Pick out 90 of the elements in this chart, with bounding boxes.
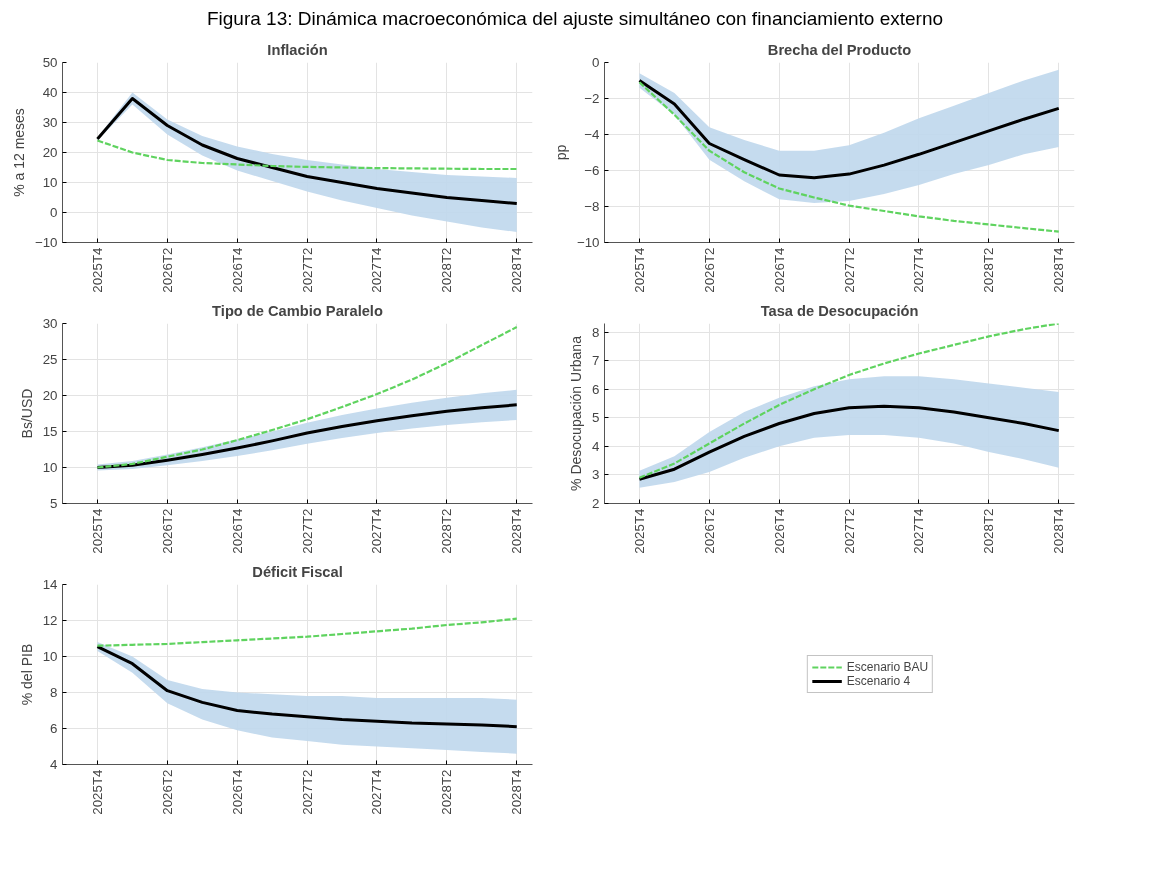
legend-label: Escenario 4	[846, 674, 911, 688]
y-tick-label: 10	[42, 175, 58, 190]
y-tick-label: −4	[584, 127, 601, 142]
x-tick-label: 2028T2	[439, 508, 455, 554]
y-tick-label: 4	[592, 438, 601, 454]
y-tick-label: 8	[592, 324, 600, 340]
x-tick-label: 2028T2	[439, 769, 455, 815]
line-series	[95, 403, 519, 469]
y-tick-label: 7	[592, 353, 600, 369]
y-tick-label: 8	[50, 685, 58, 700]
y-tick-label: −8	[584, 199, 600, 214]
y-axis-title: % Desocupación Urbana	[568, 335, 585, 491]
x-tick-label: 2027T2	[299, 247, 315, 293]
y-tick-label: 14	[42, 577, 59, 592]
y-tick-label: 2	[592, 496, 600, 511]
x-tick-label: 2028T4	[509, 246, 525, 293]
x-tick-label: 2027T2	[299, 508, 315, 554]
x-tick-label: 2028T4	[509, 507, 525, 554]
line-series	[96, 139, 518, 171]
y-tick-label: −10	[34, 235, 58, 250]
line-series	[96, 326, 518, 469]
x-tick-label: 2028T4	[1051, 246, 1067, 293]
x-tick-label: 2028T2	[981, 508, 997, 554]
x-tick-label: 2028T2	[981, 247, 997, 293]
y-axis-title: % del PIB	[18, 643, 35, 706]
y-tick-label: 20	[42, 388, 58, 403]
line-series	[95, 645, 519, 729]
chart-title: Tasa de Desocupación	[760, 302, 919, 319]
y-axis-title: % a 12 meses	[10, 108, 27, 197]
x-tick-label: 2026T2	[701, 508, 717, 554]
line-series	[638, 323, 1060, 479]
x-tick-label: 2027T4	[369, 768, 385, 815]
text: Figura 13: Dinámica macroeconómica del ajuste simultáneo con financiamiento externo	[206, 7, 944, 31]
x-tick-label: 2025T4	[89, 246, 105, 293]
x-tick-label: 2027T4	[911, 246, 927, 293]
y-tick-label: 40	[42, 85, 58, 100]
x-tick-label: 2026T4	[229, 768, 245, 815]
y-tick-label: 12	[42, 613, 58, 628]
x-tick-label: 2026T2	[159, 247, 175, 293]
y-tick-label: 25	[42, 352, 58, 367]
y-axis-title: Bs/USD	[18, 388, 35, 439]
chart-title: Brecha del Producto	[767, 41, 912, 58]
y-axis-title: pp	[552, 144, 569, 161]
y-tick-label: 5	[592, 410, 600, 426]
y-tick-label: 10	[42, 460, 58, 475]
y-tick-label: 20	[42, 145, 58, 160]
x-tick-label: 2028T4	[509, 768, 525, 815]
y-tick-label: 0	[50, 205, 58, 220]
line-series	[96, 617, 518, 647]
line-series	[637, 404, 1061, 481]
x-tick-label: 2026T4	[229, 507, 245, 554]
x-tick-label: 2026T2	[701, 247, 717, 293]
y-tick-label: 15	[42, 424, 58, 439]
x-tick-label: 2025T4	[631, 507, 647, 554]
x-tick-label: 2027T2	[841, 508, 857, 554]
y-tick-label: 10	[42, 649, 58, 664]
y-tick-label: −2	[584, 91, 600, 106]
y-tick-label: 4	[50, 757, 59, 772]
y-tick-label: 30	[42, 316, 58, 331]
y-tick-label: 30	[42, 115, 58, 130]
y-tick-label: 6	[592, 381, 600, 397]
x-tick-label: 2025T4	[89, 507, 105, 554]
line-series	[638, 81, 1060, 233]
y-tick-label: 0	[592, 55, 600, 70]
chart-title: Déficit Fiscal	[252, 563, 343, 580]
x-tick-label: 2026T4	[229, 246, 245, 293]
x-tick-label: 2025T4	[89, 768, 105, 815]
y-tick-label: −6	[584, 163, 600, 178]
y-tick-label: 6	[50, 721, 58, 736]
x-tick-label: 2026T2	[159, 769, 175, 815]
x-tick-label: 2027T4	[911, 507, 927, 554]
legend-label: Escenario BAU	[846, 660, 929, 674]
x-tick-label: 2026T2	[159, 508, 175, 554]
x-tick-label: 2027T2	[299, 769, 315, 815]
line-series	[637, 79, 1061, 180]
x-tick-label: 2025T4	[631, 246, 647, 293]
y-tick-label: 50	[42, 55, 58, 70]
x-tick-label: 2026T4	[771, 246, 787, 293]
x-tick-label: 2028T4	[1051, 507, 1067, 554]
x-tick-label: 2026T4	[771, 507, 787, 554]
x-tick-label: 2028T2	[439, 247, 455, 293]
chart-title: Tipo de Cambio Paralelo	[212, 302, 383, 319]
chart-title: Inflación	[267, 41, 328, 58]
x-tick-label: 2027T2	[841, 247, 857, 293]
y-tick-label: 3	[592, 467, 600, 483]
y-tick-label: −10	[576, 235, 600, 250]
y-tick-label: 5	[50, 496, 58, 511]
x-tick-label: 2027T4	[369, 507, 385, 554]
line-series	[95, 97, 519, 205]
x-tick-label: 2027T4	[369, 246, 385, 293]
